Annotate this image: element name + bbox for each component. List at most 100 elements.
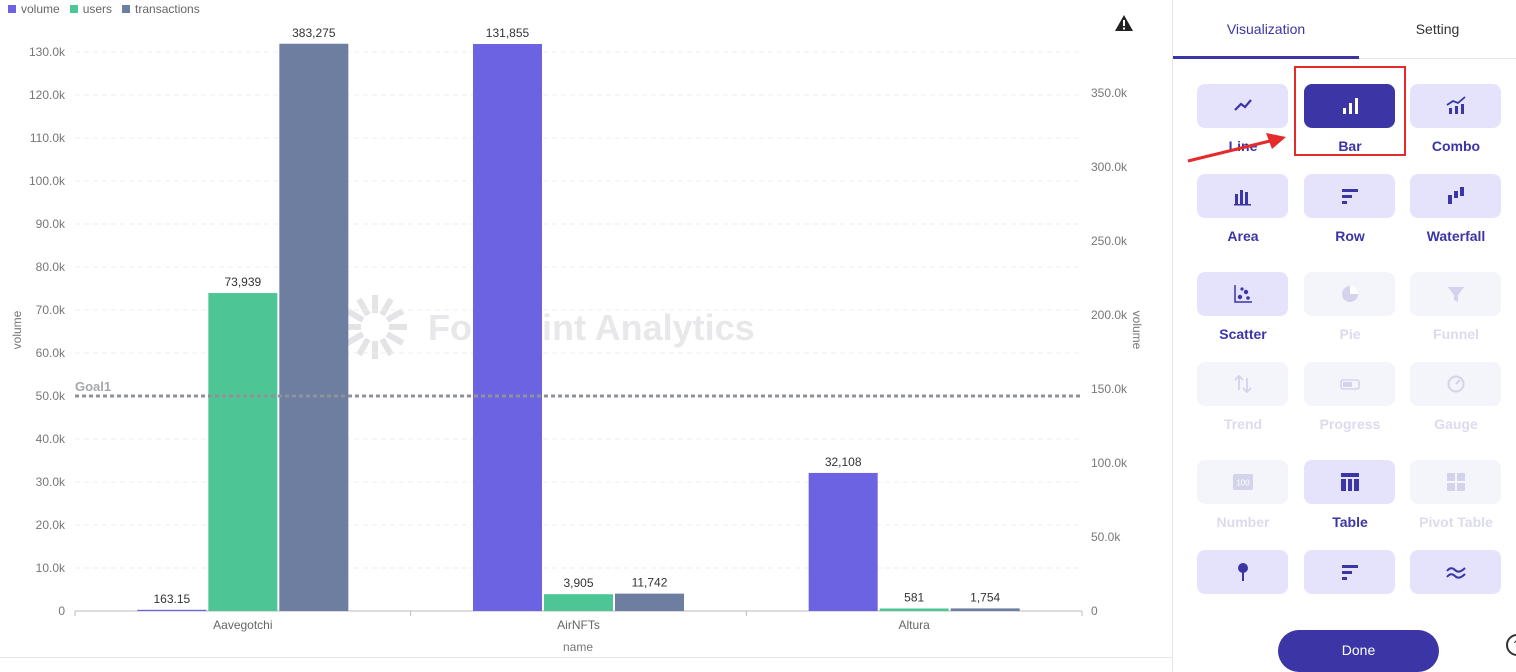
legend-item-users[interactable]: users xyxy=(69,2,112,16)
viz-option-button[interactable] xyxy=(1304,362,1395,406)
bar-transactions xyxy=(950,608,1020,611)
row-chart-icon xyxy=(1341,189,1358,204)
legend-item-transactions[interactable]: transactions xyxy=(122,2,200,16)
viz-option-button[interactable] xyxy=(1197,272,1288,316)
bar-transactions xyxy=(279,43,349,612)
legend-swatch xyxy=(69,5,78,13)
viz-option-button[interactable] xyxy=(1410,174,1501,218)
viz-option-button[interactable] xyxy=(1304,550,1395,594)
viz-option-label: Pivot Table xyxy=(1419,514,1493,530)
viz-option-button[interactable] xyxy=(1197,174,1288,218)
viz-option-bar[interactable]: Bar xyxy=(1304,84,1396,154)
viz-option-row[interactable]: Row xyxy=(1304,174,1396,244)
gauge-icon xyxy=(1447,375,1464,393)
viz-option-label: Waterfall xyxy=(1426,228,1486,244)
x-tick-label: Aavegotchi xyxy=(213,618,272,632)
viz-option-button[interactable] xyxy=(1197,84,1288,128)
viz-option-button[interactable] xyxy=(1304,174,1395,218)
viz-option-button[interactable] xyxy=(1197,550,1288,594)
sidebar-tabs: Visualization Setting xyxy=(1173,0,1516,59)
viz-option-button[interactable] xyxy=(1304,460,1395,504)
x-tick-label: AirNFTs xyxy=(557,618,600,632)
bar-chart-icon xyxy=(1342,98,1358,114)
viz-option-label: Area xyxy=(1227,228,1259,244)
viz-option-number[interactable]: 100 Number xyxy=(1197,460,1289,530)
y-tick-label: 20.0k xyxy=(36,518,66,532)
viz-option-label: Gauge xyxy=(1434,416,1478,432)
y2-tick-label: 250.0k xyxy=(1091,234,1128,248)
bar-volume xyxy=(473,44,542,611)
tab-setting[interactable]: Setting xyxy=(1415,21,1460,37)
done-button[interactable]: Done xyxy=(1278,630,1439,672)
viz-option-table[interactable]: Table xyxy=(1304,460,1396,530)
viz-option-area[interactable]: Area xyxy=(1197,174,1289,244)
line-chart-icon xyxy=(1233,99,1252,111)
viz-option-button[interactable] xyxy=(1410,272,1501,316)
bar-value-label: 163.15 xyxy=(153,592,190,606)
viz-option-label: Funnel xyxy=(1433,326,1479,342)
row-chart-icon xyxy=(1341,565,1358,580)
table-icon xyxy=(1340,473,1359,491)
viz-option-combo[interactable]: Combo xyxy=(1410,84,1502,154)
y2-tick-label: 350.0k xyxy=(1091,86,1128,100)
chart-bottom-divider xyxy=(0,657,1172,658)
chart-panel: Footprint Analytics 0 10.0k 20.0k 30.0k 40.0k… xyxy=(8,2,1144,654)
bar-users xyxy=(208,293,278,611)
bar-value-label: 3,905 xyxy=(563,576,593,590)
viz-option-item-16[interactable] xyxy=(1304,550,1396,620)
viz-option-label: Row xyxy=(1335,228,1365,244)
viz-option-line[interactable]: Line xyxy=(1197,84,1289,154)
combo-chart-icon xyxy=(1446,96,1466,114)
y2-tick-label: 200.0k xyxy=(1091,308,1128,322)
viz-option-item-17[interactable] xyxy=(1410,550,1502,620)
y-tick-label: 100.0k xyxy=(29,174,66,188)
viz-option-pivot-table[interactable]: Pivot Table xyxy=(1410,460,1502,530)
viz-option-label: Combo xyxy=(1431,138,1481,154)
viz-option-button[interactable] xyxy=(1304,272,1395,316)
viz-option-waterfall[interactable]: Waterfall xyxy=(1410,174,1502,244)
viz-option-label: Pie xyxy=(1339,326,1361,342)
viz-option-button[interactable] xyxy=(1410,460,1501,504)
viz-option-button[interactable]: 100 xyxy=(1197,460,1288,504)
trend-icon xyxy=(1233,374,1252,394)
viz-option-progress[interactable]: Progress xyxy=(1304,362,1396,432)
y-tick-label: 80.0k xyxy=(36,260,66,274)
viz-option-gauge[interactable]: Gauge xyxy=(1410,362,1502,432)
y-tick-label: 10.0k xyxy=(36,561,66,575)
viz-option-button[interactable] xyxy=(1410,84,1501,128)
bar-value-label: 1,754 xyxy=(970,590,1000,604)
y-tick-label: 90.0k xyxy=(36,217,66,231)
y-tick-label: 50.0k xyxy=(36,389,66,403)
viz-option-button[interactable] xyxy=(1197,362,1288,406)
viz-option-item-15[interactable] xyxy=(1197,550,1289,620)
bar-value-label: 581 xyxy=(904,591,924,605)
viz-option-funnel[interactable]: Funnel xyxy=(1410,272,1502,342)
visualization-sidebar: Visualization Setting Line Bar Combo Are… xyxy=(1173,0,1516,672)
tab-visualization[interactable]: Visualization xyxy=(1173,0,1359,59)
bar-users xyxy=(879,608,949,611)
legend-swatch xyxy=(8,5,16,13)
watermark: Footprint Analytics xyxy=(343,295,755,359)
bar-volume xyxy=(808,472,878,611)
number-icon: 100 xyxy=(1232,474,1253,490)
viz-option-label: Number xyxy=(1216,514,1270,530)
viz-option-label: Progress xyxy=(1319,416,1381,432)
legend-item-volume[interactable]: volume xyxy=(8,2,60,16)
viz-option-pie[interactable]: Pie xyxy=(1304,272,1396,342)
legend-swatch xyxy=(122,5,131,13)
viz-option-button[interactable] xyxy=(1304,84,1395,128)
y2-tick-label: 100.0k xyxy=(1091,456,1128,470)
viz-option-trend[interactable]: Trend xyxy=(1197,362,1289,432)
map-pin-icon xyxy=(1237,563,1248,581)
viz-option-button[interactable] xyxy=(1410,550,1501,594)
scatter-chart-icon xyxy=(1233,285,1252,303)
y-tick-label: 110.0k xyxy=(30,131,66,145)
y2-axis-label: volume xyxy=(1130,311,1144,350)
svg-text:100: 100 xyxy=(1236,479,1250,488)
viz-option-label: Trend xyxy=(1223,416,1263,432)
y-axis-label: volume xyxy=(10,310,24,349)
bar-value-label: 383,275 xyxy=(292,26,336,40)
viz-option-button[interactable] xyxy=(1410,362,1501,406)
viz-option-scatter[interactable]: Scatter xyxy=(1197,272,1289,342)
bar-users xyxy=(544,594,613,611)
